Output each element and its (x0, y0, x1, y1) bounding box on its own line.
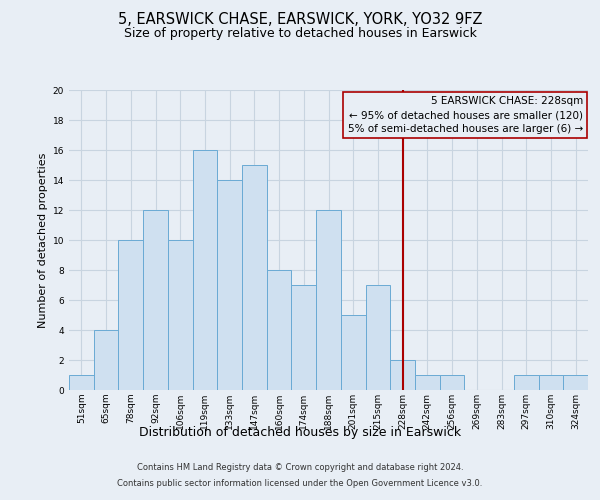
Text: Contains public sector information licensed under the Open Government Licence v3: Contains public sector information licen… (118, 478, 482, 488)
Bar (316, 210, 341, 390)
Bar (242, 165, 267, 390)
Text: Size of property relative to detached houses in Earswick: Size of property relative to detached ho… (124, 28, 476, 40)
Bar (267, 270, 292, 390)
Bar (563, 375, 588, 390)
Bar (341, 315, 365, 390)
Text: 5 EARSWICK CHASE: 228sqm
← 95% of detached houses are smaller (120)
5% of semi-d: 5 EARSWICK CHASE: 228sqm ← 95% of detach… (347, 96, 583, 134)
Bar (365, 285, 390, 390)
Bar (415, 375, 440, 390)
Bar (217, 180, 242, 390)
Bar (440, 375, 464, 390)
Bar (143, 210, 168, 390)
Bar (118, 240, 143, 390)
Text: 5, EARSWICK CHASE, EARSWICK, YORK, YO32 9FZ: 5, EARSWICK CHASE, EARSWICK, YORK, YO32 … (118, 12, 482, 28)
Bar (168, 240, 193, 390)
Text: Contains HM Land Registry data © Crown copyright and database right 2024.: Contains HM Land Registry data © Crown c… (137, 464, 463, 472)
Bar (94, 330, 118, 390)
Bar (69, 375, 94, 390)
Text: Distribution of detached houses by size in Earswick: Distribution of detached houses by size … (139, 426, 461, 439)
Bar (292, 285, 316, 390)
Bar (193, 150, 217, 390)
Bar (390, 360, 415, 390)
Bar (514, 375, 539, 390)
Y-axis label: Number of detached properties: Number of detached properties (38, 152, 49, 328)
Bar (539, 375, 563, 390)
